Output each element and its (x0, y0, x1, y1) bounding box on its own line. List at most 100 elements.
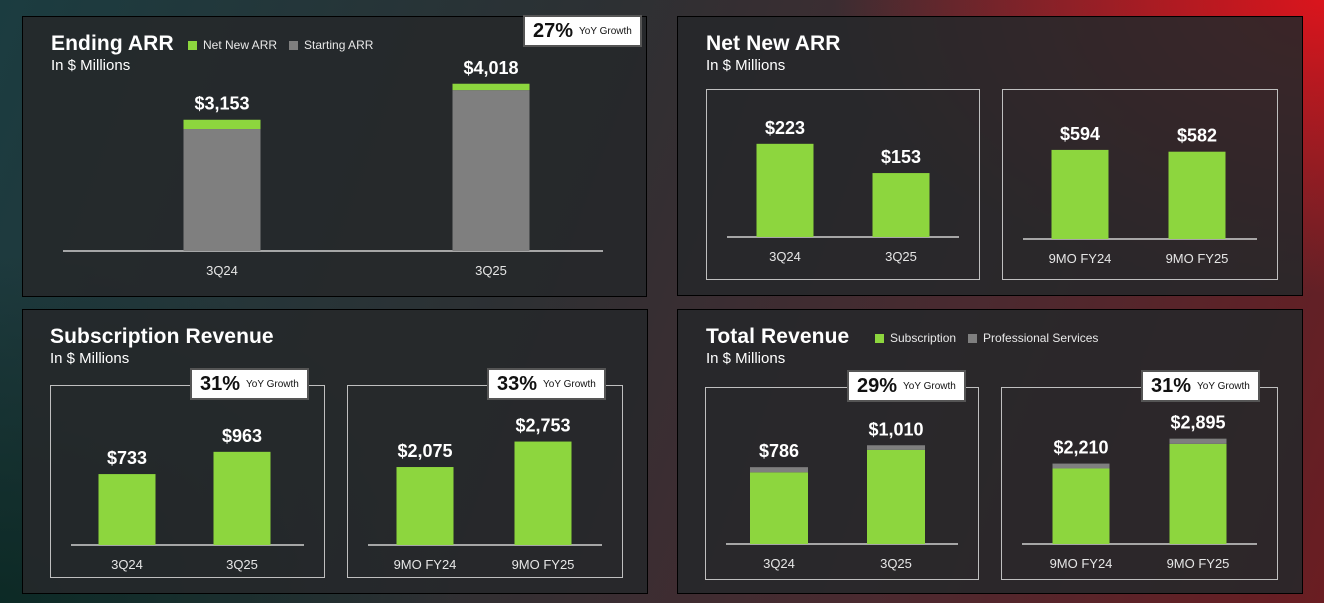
category-tick-label: 9MO FY25 (1166, 251, 1229, 266)
badge-percent: 29% (857, 374, 898, 397)
category-tick-label: 9MO FY25 (1167, 556, 1230, 571)
badge-label: YoY Growth (579, 25, 632, 37)
legend-swatch-gray (289, 40, 299, 50)
legend-item-net-new-arr: Net New ARR (188, 38, 277, 52)
bar-segment-professional-services (750, 467, 808, 473)
legend-swatch-green (875, 333, 884, 343)
total-revenue-9mo-box: $2,210 9MO FY24 $2,895 9MO FY25 (1001, 387, 1278, 580)
legend-label: Starting ARR (304, 38, 374, 52)
category-tick-label: 3Q24 (763, 556, 795, 571)
bar-segment-starting-arr (452, 90, 530, 251)
legend-item-subscription: Subscription (875, 331, 956, 345)
subscription-revenue-title: Subscription Revenue (50, 325, 274, 348)
category-tick-label: 3Q24 (111, 557, 143, 572)
subscription-revenue-panel: Subscription Revenue In $ Millions $733 3… (22, 309, 648, 594)
bar-segment-professional-services (1169, 438, 1227, 444)
net-new-arr-9mo-box: $594 9MO FY24 $582 9MO FY25 (1002, 89, 1278, 280)
legend-swatch-gray (968, 333, 978, 343)
legend-label: Professional Services (983, 331, 1099, 345)
subscription-revenue-9mo-box: $2,075 9MO FY24 $2,753 9MO FY25 (347, 385, 623, 578)
subscription-revenue-9mo-chart: $2,075 9MO FY24 $2,753 9MO FY25 (368, 416, 602, 572)
yoy-growth-badge-quarterly: 31% YoY Growth (190, 368, 309, 400)
bar-value-label: $594 (1060, 124, 1100, 144)
legend-label: Net New ARR (203, 38, 278, 52)
badge-label: YoY Growth (246, 378, 299, 390)
category-tick-label: 3Q25 (475, 263, 507, 278)
bar-segment-subscription (1052, 468, 1110, 544)
badge-percent: 33% (497, 372, 538, 395)
total-revenue-subtitle: In $ Millions (706, 350, 786, 367)
bar-segment-subscription (750, 472, 808, 544)
bar-value-label: $153 (881, 147, 921, 167)
bar-value-label: $1,010 (868, 419, 923, 439)
badge-percent: 31% (1151, 374, 1192, 397)
legend-item-starting-arr: Starting ARR (289, 38, 373, 52)
category-tick-label: 9MO FY24 (1050, 556, 1113, 571)
bar-value-label: $2,895 (1170, 413, 1225, 433)
subscription-revenue-subtitle: In $ Millions (50, 350, 130, 367)
bar (514, 441, 572, 545)
ending-arr-panel: Ending ARR In $ Millions Net New ARR Sta… (22, 15, 647, 297)
yoy-growth-badge-quarterly: 29% YoY Growth (847, 370, 966, 402)
legend-swatch-green (188, 40, 197, 50)
bar-segment-starting-arr (183, 129, 261, 251)
bar (872, 173, 930, 237)
bar (1051, 149, 1109, 239)
net-new-arr-quarterly-box: $223 3Q24 $153 3Q25 (706, 89, 980, 280)
total-revenue-quarterly-box: $786 3Q24 $1,010 3Q25 (705, 387, 979, 580)
category-tick-label: 3Q25 (885, 249, 917, 264)
bar-value-label: $786 (759, 441, 799, 461)
category-tick-label: 3Q25 (880, 556, 912, 571)
category-tick-label: 3Q25 (226, 557, 258, 572)
ending-arr-subtitle: In $ Millions (51, 57, 131, 74)
category-tick-label: 3Q24 (206, 263, 238, 278)
legend-item-professional-services: Professional Services (968, 331, 1098, 345)
total-revenue-legend: Subscription Professional Services (875, 331, 1110, 345)
total-revenue-quarterly-chart: $786 3Q24 $1,010 3Q25 (726, 419, 958, 571)
net-new-arr-title: Net New ARR (706, 32, 841, 55)
net-new-arr-panel: Net New ARR In $ Millions $223 3Q24 $153 3Q… (677, 16, 1303, 296)
yoy-growth-badge-9mo: 31% YoY Growth (1141, 370, 1260, 402)
net-new-arr-subtitle: In $ Millions (706, 57, 786, 74)
category-tick-label: 9MO FY24 (1049, 251, 1112, 266)
category-tick-label: 3Q24 (769, 249, 801, 264)
ending-arr-chart: $3,153 3Q24 $4,018 3Q25 (63, 58, 603, 278)
bar (756, 143, 814, 237)
total-revenue-panel: Total Revenue In $ Millions Subscription… (677, 309, 1303, 594)
bar-value-label: $2,075 (397, 441, 452, 461)
badge-percent: 27% (533, 19, 574, 42)
bar (213, 451, 271, 545)
total-revenue-9mo-chart: $2,210 9MO FY24 $2,895 9MO FY25 (1022, 413, 1257, 571)
bar-value-label: $3,153 (194, 94, 249, 114)
bar-value-label: $963 (222, 426, 262, 446)
net-new-arr-9mo-chart: $594 9MO FY24 $582 9MO FY25 (1023, 124, 1257, 266)
ending-arr-legend: Net New ARR Starting ARR (188, 38, 385, 52)
net-new-arr-quarterly-chart: $223 3Q24 $153 3Q25 (727, 118, 959, 264)
bar-segment-professional-services (867, 445, 925, 450)
bar (98, 474, 156, 545)
yoy-growth-badge-9mo: 33% YoY Growth (487, 368, 606, 400)
bar-value-label: $733 (107, 448, 147, 468)
category-tick-label: 9MO FY25 (512, 557, 575, 572)
bar-segment-net-new-arr (183, 119, 261, 130)
bar-segment-subscription (1169, 443, 1227, 544)
subscription-revenue-quarterly-chart: $733 3Q24 $963 3Q25 (71, 426, 304, 572)
yoy-growth-badge: 27% YoY Growth (523, 15, 642, 47)
bar (1168, 151, 1226, 239)
badge-percent: 31% (200, 372, 241, 395)
bar-segment-subscription (867, 449, 925, 544)
bar-segment-professional-services (1052, 463, 1110, 469)
bar-segment-net-new-arr (452, 83, 530, 91)
bar-value-label: $2,210 (1053, 438, 1108, 458)
category-tick-label: 9MO FY24 (394, 557, 457, 572)
bar-value-label: $2,753 (515, 416, 570, 436)
badge-label: YoY Growth (543, 378, 596, 390)
legend-label: Subscription (890, 331, 957, 345)
ending-arr-title: Ending ARR (51, 32, 174, 55)
badge-label: YoY Growth (1197, 380, 1250, 392)
badge-label: YoY Growth (903, 380, 956, 392)
total-revenue-title: Total Revenue (706, 325, 850, 348)
subscription-revenue-quarterly-box: $733 3Q24 $963 3Q25 (50, 385, 325, 578)
bar-value-label: $4,018 (463, 58, 518, 78)
bar-value-label: $582 (1177, 126, 1217, 146)
